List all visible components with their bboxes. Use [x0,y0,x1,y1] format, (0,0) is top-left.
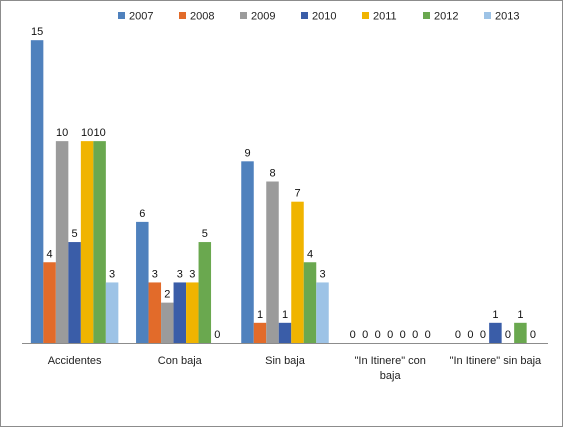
data-label-2010-cat-1: 5 [72,228,78,240]
data-label-2010-cat-2: 3 [177,268,183,280]
data-label-2007-cat-3: 9 [244,147,250,159]
data-label-2007-cat-2: 6 [139,208,145,220]
data-label-2012-cat-1: 10 [93,127,105,139]
data-label-2010-cat-4: 0 [387,329,393,341]
bar-2008-cat-2 [148,282,162,343]
data-label-2009-cat-4: 0 [375,329,381,341]
legend-label-2008: 2008 [190,11,214,23]
legend-label-2011: 2011 [373,11,397,23]
x-tick-label-cat-5-line-1: "In Itinere" sin baja [450,355,542,367]
data-label-2009-cat-5: 0 [480,329,486,341]
x-tick-label-cat-4-line-1: "In Itinere" con [354,355,425,367]
bar-2010-cat-5 [489,322,502,343]
legend-swatch-2007 [118,12,125,19]
bar-2012-cat-1 [93,141,106,344]
data-label-2008-cat-4: 0 [362,329,368,341]
bar-2010-cat-1 [68,242,81,343]
bar-2008-cat-3 [253,322,267,343]
data-label-2013-cat-3: 3 [319,268,325,280]
legend-label-2010: 2010 [312,11,336,23]
legend-swatch-2010 [301,12,308,19]
legend-label-2007: 2007 [129,11,153,23]
data-label-2007-cat-5: 0 [455,329,461,341]
data-label-2011-cat-3: 7 [294,188,300,200]
bar-2012-cat-2 [198,242,212,343]
x-tick-labels: Accidentes Con baja Sin baja "In Itinere" c… [48,355,542,382]
bar-2010-cat-3 [278,322,292,343]
data-label-2011-cat-1: 10 [81,127,93,139]
data-label-2013-cat-1: 3 [109,268,115,280]
data-label-2011-cat-5: 0 [505,329,511,341]
bar-2007-cat-2 [136,221,149,344]
x-tick-label-cat-4-line-2: baja [380,370,402,382]
bar-2009-cat-2 [161,302,174,344]
data-label-2012-cat-2: 5 [202,228,208,240]
data-label-2009-cat-3: 8 [269,168,275,180]
legend-label-2013: 2013 [495,11,519,23]
legend-swatch-2013 [484,12,491,19]
legend-label-2009: 2009 [251,11,275,23]
bar-2010-cat-2 [173,282,187,343]
data-label-2013-cat-5: 0 [530,329,536,341]
bar-2011-cat-1 [80,141,94,344]
legend-label-2012: 2012 [434,11,458,23]
data-label-2008-cat-5: 0 [467,329,473,341]
data-label-2008-cat-1: 4 [47,248,53,260]
bar-2007-cat-1 [30,40,44,343]
data-label-2013-cat-4: 0 [425,329,431,341]
bar-2011-cat-3 [291,201,304,343]
bar-2009-cat-1 [55,141,69,344]
legend-swatch-2009 [240,12,247,19]
bar-2009-cat-3 [266,181,279,343]
data-label-2009-cat-1: 10 [56,127,68,139]
data-label-2008-cat-3: 1 [257,309,263,321]
data-label-2012-cat-4: 0 [412,329,418,341]
bar-2012-cat-5 [514,322,527,343]
legend: 2007 2008 2009 2010 2011 2012 2013 [118,11,519,23]
data-label-2008-cat-2: 3 [152,268,158,280]
data-label-2011-cat-4: 0 [400,329,406,341]
x-tick-label-cat-3-line-1: Sin baja [265,355,306,367]
data-label-2007-cat-4: 0 [350,329,356,341]
data-label-2012-cat-3: 4 [307,248,313,260]
bar-2013-cat-3 [316,282,329,343]
bars [30,40,527,344]
bar-2013-cat-1 [105,282,119,343]
bar-2011-cat-2 [186,282,199,343]
data-label-2011-cat-2: 3 [189,268,195,280]
data-label-2013-cat-2: 0 [214,329,220,341]
bar-2007-cat-3 [241,161,254,343]
bar-2012-cat-3 [303,262,317,343]
bar-2008-cat-1 [43,262,56,343]
data-label-2010-cat-3: 1 [282,309,288,321]
data-label-2007-cat-1: 15 [31,26,43,38]
data-label-2009-cat-2: 2 [164,289,170,301]
legend-swatch-2012 [423,12,430,19]
legend-swatch-2008 [179,12,186,19]
x-tick-label-cat-2-line-1: Con baja [158,355,203,367]
data-label-2012-cat-5: 1 [517,309,523,321]
data-label-2010-cat-5: 1 [492,309,498,321]
legend-swatch-2011 [362,12,369,19]
x-tick-label-cat-1-line-1: Accidentes [48,355,102,367]
